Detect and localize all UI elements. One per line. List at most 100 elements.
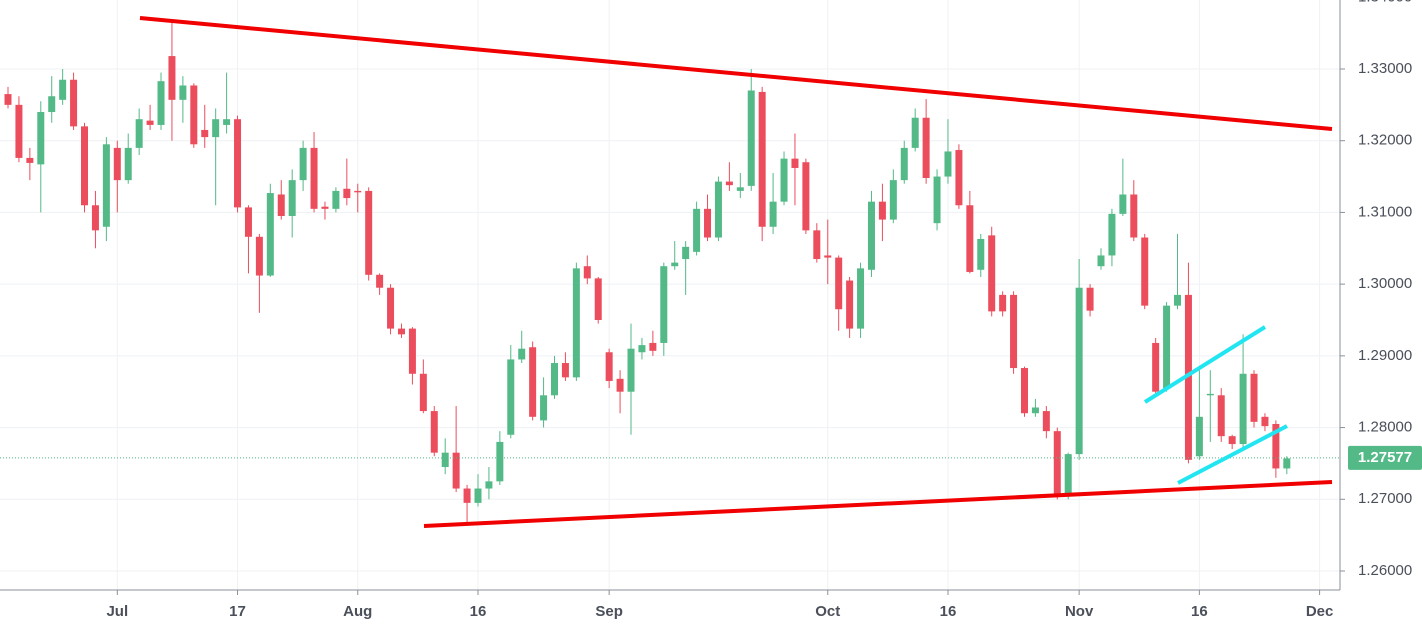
candle-body	[496, 441, 504, 482]
last-price-tag	[1348, 445, 1422, 470]
candle-body	[277, 194, 285, 217]
candle-body	[1108, 213, 1116, 256]
candle-body	[212, 119, 220, 138]
candle-body	[1130, 194, 1138, 238]
candle-body	[529, 347, 537, 417]
candle-body	[408, 328, 416, 374]
candle-body	[1239, 373, 1247, 445]
candle-body	[1020, 368, 1028, 414]
candle-body	[507, 359, 515, 435]
candle-body	[660, 266, 668, 343]
candle-body	[376, 274, 384, 288]
candle-body	[999, 294, 1007, 312]
candle-body	[518, 348, 526, 360]
candle-body	[48, 96, 56, 113]
drawings	[139, 16, 1333, 528]
candle-body	[70, 79, 78, 127]
candle-body	[26, 157, 34, 163]
candle-body	[343, 188, 351, 199]
candle-body	[1195, 416, 1203, 457]
candle-body	[671, 262, 679, 267]
candle-body	[1097, 255, 1105, 267]
candle-body	[124, 147, 132, 181]
candle-body	[463, 488, 471, 503]
candle-body	[682, 246, 690, 260]
candle-body	[397, 328, 405, 335]
candle-body	[1031, 407, 1039, 414]
candle-body	[485, 481, 493, 489]
y-tick-label: 1.34000	[1358, 0, 1412, 5]
candle-body	[649, 342, 657, 351]
candle-body	[113, 147, 121, 181]
candle-body	[288, 180, 296, 217]
candle-body	[780, 158, 788, 202]
x-tick-label: Jul	[106, 603, 128, 620]
candle-body	[135, 119, 143, 148]
grid	[0, 0, 1340, 590]
candle-body	[1174, 294, 1182, 306]
candle-body	[583, 266, 591, 279]
channel-line	[1177, 424, 1288, 485]
candle-body	[321, 206, 329, 209]
candle-body	[1163, 305, 1171, 389]
candle-body	[299, 147, 307, 181]
candle-body	[900, 147, 908, 181]
candle-body	[540, 395, 548, 421]
candle-body	[1206, 393, 1214, 396]
candle-body	[474, 488, 482, 503]
candle-body	[813, 230, 821, 260]
candle-body	[944, 151, 952, 177]
candle-body	[802, 162, 810, 231]
candle-body	[102, 144, 110, 227]
candle-body	[824, 255, 832, 258]
x-tick-label: 17	[229, 603, 246, 620]
candle-body	[704, 208, 712, 238]
candle-body	[332, 190, 340, 209]
y-tick-label: 1.28000	[1358, 419, 1412, 436]
candle-body	[81, 126, 89, 206]
candle-body	[551, 363, 558, 396]
candle-body	[255, 236, 263, 276]
candle-body	[266, 193, 274, 276]
candle-body	[791, 158, 799, 168]
axes: 1.26000 1.27000 1.28000 1.29000 1.30000 1.310…	[106, 0, 1422, 620]
candle-body	[911, 117, 919, 148]
candle-body	[1010, 294, 1018, 369]
candle-body	[878, 201, 886, 220]
candle-body	[627, 348, 635, 392]
x-tick-label: Sep	[595, 603, 623, 620]
candle-body	[146, 120, 154, 125]
candle-body	[190, 85, 198, 145]
x-tick-label: Aug	[343, 603, 372, 620]
candle-body	[867, 201, 875, 270]
channel-line	[1143, 325, 1267, 404]
x-tick-label: 16	[1191, 603, 1208, 620]
candle-body	[725, 181, 733, 186]
x-tick-label: Dec	[1306, 603, 1334, 620]
candle-body	[955, 150, 963, 206]
candle-body	[201, 129, 209, 138]
candle-body	[769, 201, 777, 227]
candle-body	[758, 91, 766, 227]
candle-body	[234, 119, 242, 208]
candle-body	[1152, 342, 1160, 392]
candle-body	[179, 85, 187, 100]
y-tick-label: 1.32000	[1358, 132, 1412, 149]
candle-body	[1141, 237, 1149, 306]
candle-body	[310, 147, 318, 209]
trend-line	[423, 480, 1333, 528]
candle-body	[1042, 411, 1050, 432]
y-tick-label: 1.30000	[1358, 275, 1412, 292]
y-tick-label: 1.29000	[1358, 347, 1412, 364]
candle-body	[933, 176, 941, 224]
candle-body	[59, 79, 67, 100]
candle-body	[605, 352, 613, 381]
candle-body	[157, 81, 165, 125]
candle-body	[1075, 287, 1083, 455]
candle-body	[1184, 294, 1192, 460]
x-tick-label: 16	[940, 603, 957, 620]
candle-body	[1261, 416, 1269, 427]
